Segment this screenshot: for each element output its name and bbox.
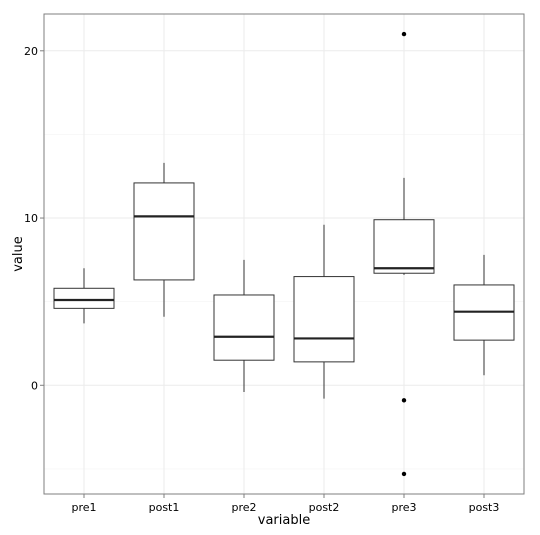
x-tick-label: post2 xyxy=(309,501,340,514)
outlier-point xyxy=(401,398,407,403)
x-tick-label: post1 xyxy=(149,501,180,514)
grid xyxy=(44,14,524,494)
y-axis-title: value xyxy=(11,236,26,272)
box-iqr xyxy=(133,182,195,281)
axis-ticks: 0 10 20 pre1 post1 pre2 post2 pre3 post3 xyxy=(24,45,499,514)
y-tick-label: 0 xyxy=(31,379,38,392)
y-tick-label: 10 xyxy=(24,212,38,225)
x-tick-label: post3 xyxy=(469,501,500,514)
x-tick-label: pre1 xyxy=(71,501,96,514)
y-tick-label: 20 xyxy=(24,45,38,58)
box-iqr xyxy=(293,276,355,363)
x-tick-label: pre3 xyxy=(391,501,416,514)
plot-panel-border xyxy=(43,13,525,495)
box-iqr xyxy=(53,287,115,309)
x-axis-title: variable xyxy=(258,513,310,528)
x-tick-label: pre2 xyxy=(231,501,256,514)
outlier-point xyxy=(401,31,407,37)
box-iqr xyxy=(373,219,435,274)
boxes xyxy=(53,31,515,477)
box-iqr xyxy=(213,294,275,361)
outlier-point xyxy=(401,471,407,477)
